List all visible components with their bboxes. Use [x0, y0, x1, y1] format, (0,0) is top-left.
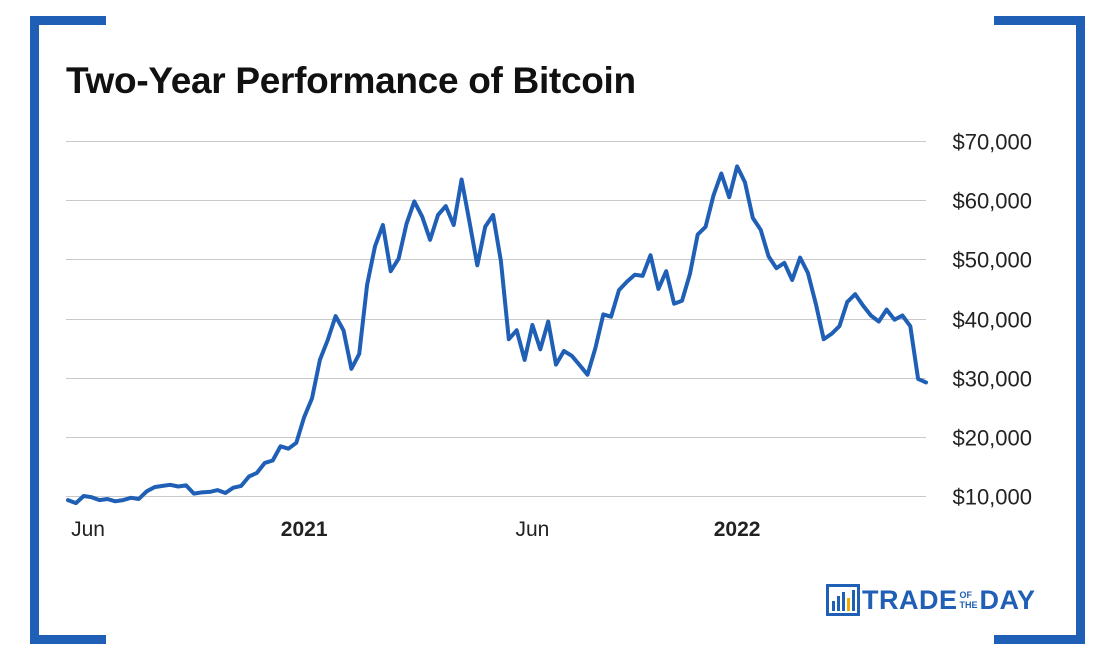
x-tick-label: 2021: [281, 518, 328, 541]
frame-bottom-right-arm: [994, 635, 1085, 644]
gridlines: [66, 141, 926, 497]
logo-text-the: THE: [959, 600, 978, 610]
x-tick-label: Jun: [515, 518, 549, 541]
x-tick-label: Jun: [71, 518, 105, 541]
logo-text-of: OF: [959, 590, 973, 600]
y-tick-label: $10,000: [952, 485, 1032, 510]
frame-top-left-arm: [30, 16, 106, 25]
x-tick-label: 2022: [714, 518, 761, 541]
series-line-bitcoin: [66, 164, 928, 506]
logo-text-trade: TRADE: [862, 584, 958, 615]
x-axis-labels: Jun 2021 Jun 2022: [71, 518, 760, 541]
logo-text-mid: OF THE: [960, 590, 978, 610]
y-axis-labels: $10,000 $20,000 $30,000 $40,000 $50,000 $60,0…: [952, 130, 1032, 510]
frame-top-right-arm: [994, 16, 1085, 25]
frame-left-bar: [30, 16, 39, 644]
frame-right-bar: [1076, 16, 1085, 644]
trade-of-the-day-logo: TRADE OF THE DAY: [826, 584, 1036, 616]
bar-chart-logo-icon: [826, 584, 860, 616]
y-tick-label: $60,000: [952, 189, 1032, 214]
y-tick-label: $20,000: [952, 426, 1032, 451]
series-layer: [66, 164, 928, 506]
y-tick-label: $30,000: [952, 367, 1032, 392]
y-tick-label: $70,000: [952, 130, 1032, 155]
logo-text-day: DAY: [979, 584, 1036, 615]
frame-bottom-left-arm: [30, 635, 106, 644]
y-tick-label: $50,000: [952, 248, 1032, 273]
chart-title: Two-Year Performance of Bitcoin: [66, 60, 636, 101]
y-tick-label: $40,000: [952, 308, 1032, 333]
